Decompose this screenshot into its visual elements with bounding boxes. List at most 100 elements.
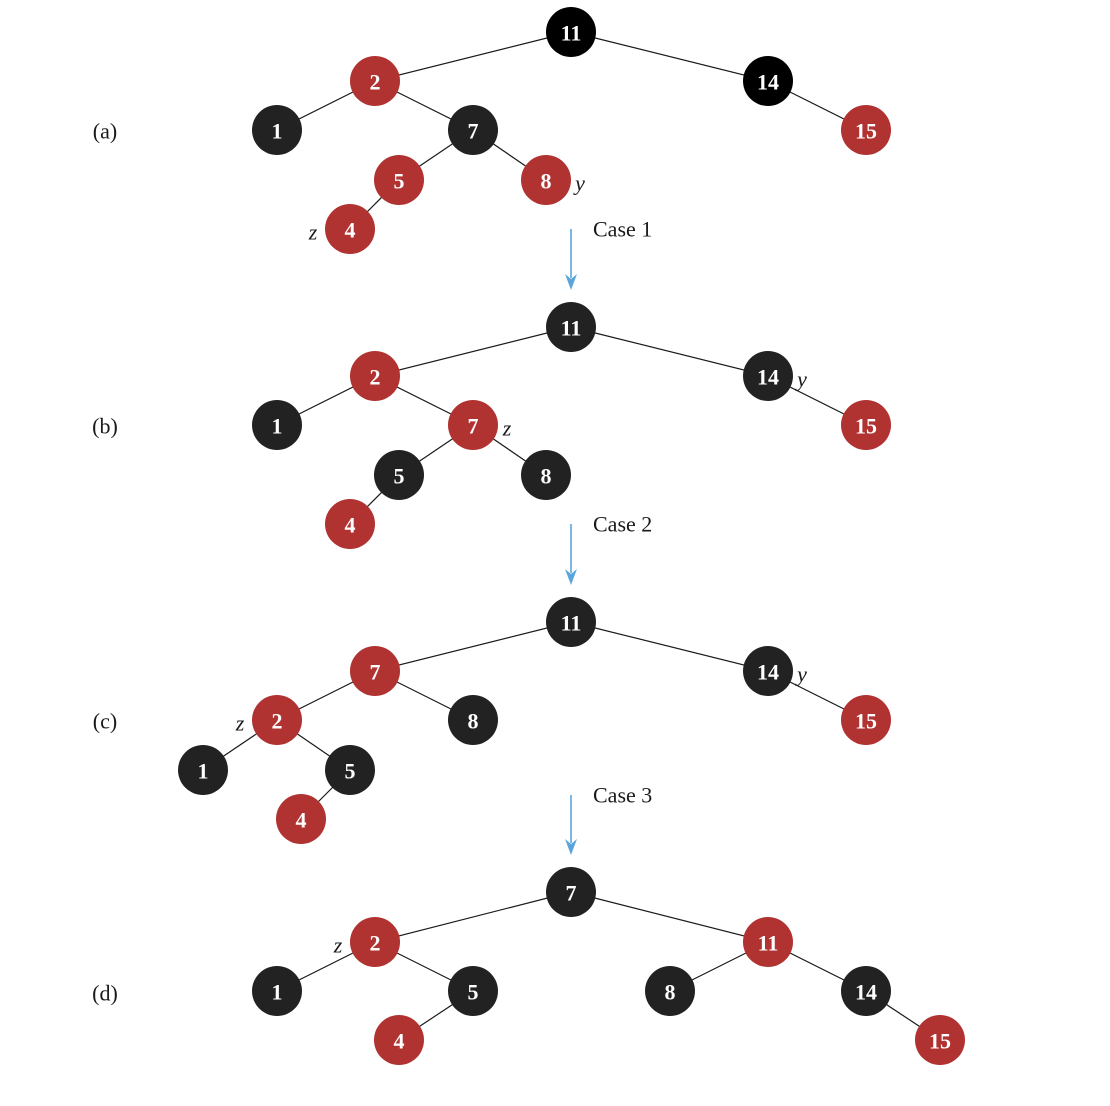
- node-circle-black: [252, 105, 302, 155]
- node-circle-black: [178, 745, 228, 795]
- tree-edge-b11-b2: [374, 326, 572, 377]
- node-circle-red: [350, 917, 400, 967]
- node-key: 5: [394, 169, 405, 194]
- tree-node-a14: 14: [743, 56, 793, 106]
- node-key: 5: [345, 759, 356, 784]
- node-circle-black: [743, 646, 793, 696]
- node-circle-black: [546, 597, 596, 647]
- panel-label-d: (d): [92, 981, 118, 1006]
- node-key: 15: [855, 709, 877, 734]
- tree-node-a11: 11: [546, 7, 596, 57]
- node-key: 11: [561, 316, 582, 341]
- annotation-y-c14: y: [795, 662, 807, 687]
- tree-node-a15: 15: [841, 105, 891, 155]
- tree-node-b14: 14: [743, 351, 793, 401]
- case-label: Case 2: [593, 512, 652, 537]
- node-key: 1: [272, 119, 283, 144]
- node-key: 1: [272, 414, 283, 439]
- node-key: 7: [370, 660, 381, 685]
- node-key: 5: [394, 464, 405, 489]
- annotation-y-a8: y: [573, 171, 585, 196]
- node-circle-red: [374, 1015, 424, 1065]
- node-circle-black: [252, 400, 302, 450]
- tree-edge-b11-b14: [570, 326, 769, 377]
- node-key: 11: [758, 931, 779, 956]
- node-key: 14: [855, 980, 877, 1005]
- node-key: 11: [561, 21, 582, 46]
- panel-label-c: (c): [93, 709, 117, 734]
- tree-node-a7: 7: [448, 105, 498, 155]
- arrow-down-icon: [565, 839, 577, 855]
- tree-node-c15: 15: [841, 695, 891, 745]
- node-key: 14: [757, 70, 779, 95]
- tree-node-b5: 5: [374, 450, 424, 500]
- tree-node-b4: 4: [325, 499, 375, 549]
- node-circle-black: [448, 695, 498, 745]
- node-circle-red: [325, 499, 375, 549]
- node-key: 14: [757, 365, 779, 390]
- node-circle-red: [374, 155, 424, 205]
- node-circle-red: [350, 351, 400, 401]
- case-label: Case 3: [593, 783, 652, 808]
- labels-layer: (a) y z (b) y z (c) y z (d) z: [92, 119, 807, 1006]
- node-circle-red: [276, 794, 326, 844]
- node-key: 8: [541, 169, 552, 194]
- tree-edge-a11-a14: [570, 31, 769, 82]
- transition-arrow-1: Case 1: [565, 217, 652, 290]
- tree-node-d11: 11: [743, 917, 793, 967]
- tree-edge-c11-c14: [570, 621, 769, 672]
- tree-node-c4: 4: [276, 794, 326, 844]
- node-circle-red: [841, 105, 891, 155]
- node-key: 4: [296, 808, 307, 833]
- tree-edge-a11-a2: [374, 31, 572, 82]
- node-circle-red: [325, 204, 375, 254]
- annotation-y-b14: y: [795, 367, 807, 392]
- arrow-down-icon: [565, 274, 577, 290]
- tree-node-d5: 5: [448, 966, 498, 1016]
- node-circle-black: [645, 966, 695, 1016]
- node-key: 7: [468, 414, 479, 439]
- panel-label-a: (a): [93, 119, 117, 144]
- node-circle-black: [521, 450, 571, 500]
- node-circle-red: [448, 400, 498, 450]
- tree-node-c5: 5: [325, 745, 375, 795]
- node-circle-red: [350, 646, 400, 696]
- node-circle-black_root: [743, 56, 793, 106]
- node-key: 4: [394, 1029, 405, 1054]
- node-circle-black: [841, 966, 891, 1016]
- node-key: 15: [855, 119, 877, 144]
- node-circle-red: [841, 400, 891, 450]
- node-key: 2: [370, 365, 381, 390]
- tree-node-a5: 5: [374, 155, 424, 205]
- annotation-z-d2: z: [333, 933, 343, 958]
- annotation-z-a4: z: [308, 220, 318, 245]
- node-circle-red: [743, 917, 793, 967]
- tree-node-a2: 2: [350, 56, 400, 106]
- tree-node-d8: 8: [645, 966, 695, 1016]
- tree-node-b15: 15: [841, 400, 891, 450]
- node-key: 4: [345, 218, 356, 243]
- tree-node-a8: 8: [521, 155, 571, 205]
- tree-node-b11: 11: [546, 302, 596, 352]
- tree-edge-d7-d11: [570, 891, 769, 943]
- node-key: 8: [468, 709, 479, 734]
- tree-node-c11: 11: [546, 597, 596, 647]
- node-key: 15: [855, 414, 877, 439]
- node-circle-red: [841, 695, 891, 745]
- tree-node-b8: 8: [521, 450, 571, 500]
- case-label: Case 1: [593, 217, 652, 242]
- tree-node-b2: 2: [350, 351, 400, 401]
- tree-node-c7: 7: [350, 646, 400, 696]
- tree-node-d7: 7: [546, 867, 596, 917]
- node-key: 7: [468, 119, 479, 144]
- node-key: 15: [929, 1029, 951, 1054]
- tree-edge-c11-c7: [374, 621, 572, 672]
- node-circle-black: [325, 745, 375, 795]
- tree-node-c2: 2: [252, 695, 302, 745]
- node-circle-black: [448, 966, 498, 1016]
- node-circle-black: [448, 105, 498, 155]
- tree-node-b1: 1: [252, 400, 302, 450]
- node-key: 5: [468, 980, 479, 1005]
